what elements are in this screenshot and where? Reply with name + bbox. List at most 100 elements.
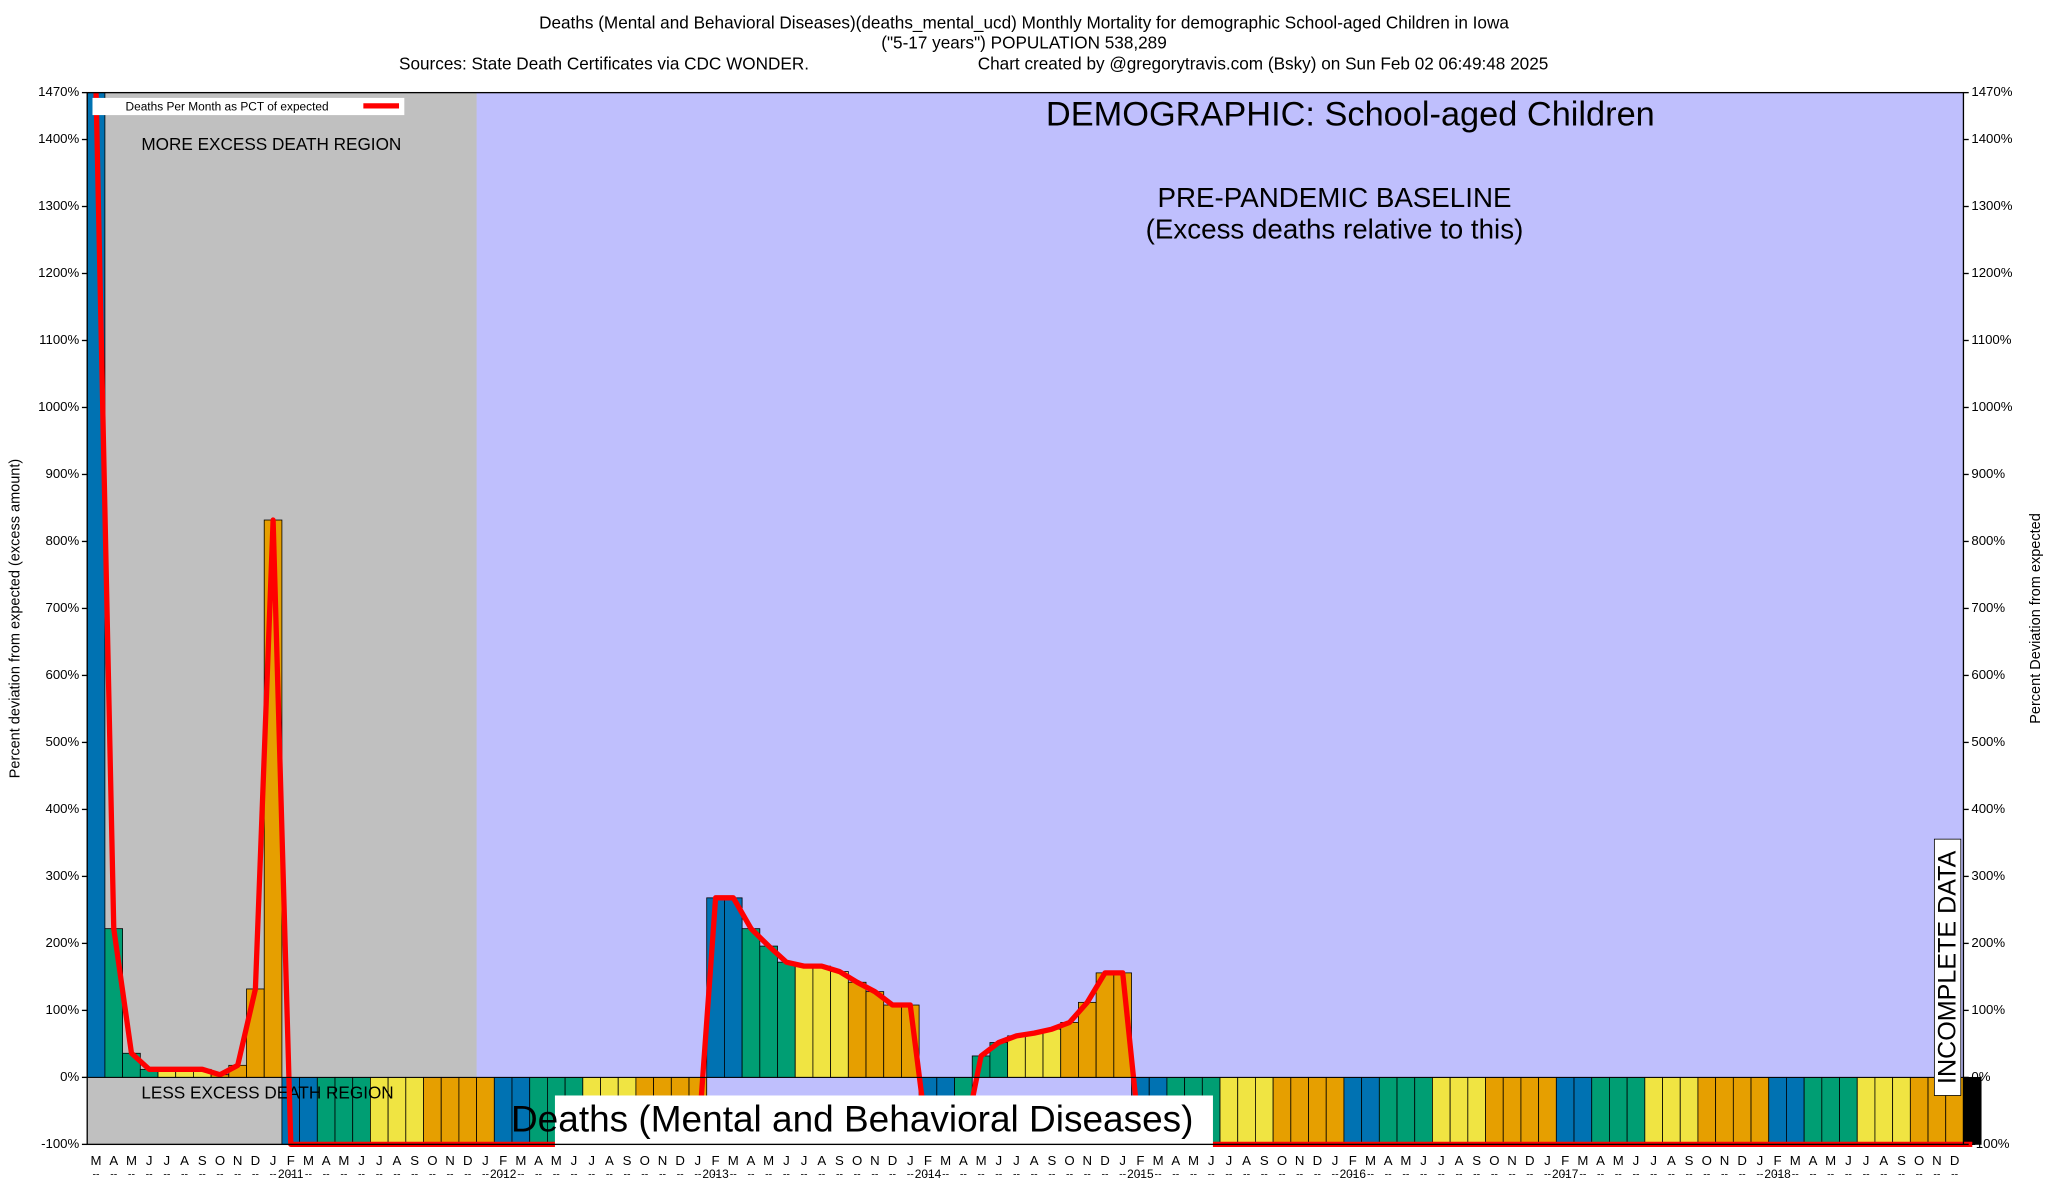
bar — [1308, 1076, 1327, 1145]
bar — [1803, 1076, 1823, 1145]
x-tick-dash: -- — [1296, 1169, 1304, 1181]
bar — [830, 971, 849, 1078]
x-tick-dash: -- — [1756, 1169, 1764, 1181]
y-tick-label: 0% — [60, 1069, 79, 1084]
x-tick-dash: -- — [199, 1169, 207, 1181]
bar — [1839, 1076, 1858, 1145]
y2-axis-label: Percent Deviation from expected — [2028, 513, 2044, 724]
year-label: 2017 — [1552, 1167, 1578, 1181]
bar — [1609, 1076, 1628, 1145]
y2-tick-label: 600% — [1971, 667, 2005, 682]
x-tick-label: J — [801, 1153, 808, 1168]
x-tick-dash: -- — [712, 1169, 720, 1181]
x-tick-label: J — [1633, 1153, 1640, 1168]
bar — [440, 1076, 460, 1145]
x-tick-label: N — [445, 1153, 455, 1168]
x-tick-dash: -- — [287, 1169, 295, 1181]
bar — [104, 928, 124, 1078]
bar — [1892, 1076, 1911, 1145]
x-tick-label: J — [783, 1153, 790, 1168]
x-tick-dash: -- — [411, 1169, 419, 1181]
x-tick-dash: -- — [907, 1169, 915, 1181]
x-tick-label: M — [1790, 1153, 1801, 1168]
x-tick-dash: -- — [1792, 1169, 1800, 1181]
bar — [1060, 1022, 1079, 1078]
year-label: 2012 — [490, 1167, 516, 1181]
x-tick-dash: -- — [1579, 1169, 1587, 1181]
x-tick-dash: -- — [393, 1169, 401, 1181]
y2-tick-label: 300% — [1971, 868, 2005, 883]
x-tick-dash: -- — [553, 1169, 561, 1181]
x-tick-dash: -- — [995, 1169, 1003, 1181]
x-tick-label: O — [1914, 1153, 1924, 1168]
x-tick-dash: -- — [641, 1169, 649, 1181]
bar — [1644, 1076, 1663, 1145]
x-tick-label: M — [1613, 1153, 1624, 1168]
y2-tick-label: 900% — [1971, 466, 2005, 481]
x-tick-dash: -- — [694, 1169, 702, 1181]
x-tick-label: M — [515, 1153, 526, 1168]
x-tick-dash: -- — [1544, 1169, 1552, 1181]
y2-tick-label: -100% — [1971, 1136, 2009, 1151]
x-tick-label: A — [1455, 1153, 1464, 1168]
bar — [1255, 1076, 1274, 1145]
y-tick-label: 700% — [45, 600, 79, 615]
x-tick-label: S — [1685, 1153, 1694, 1168]
x-tick-dash: -- — [1898, 1169, 1906, 1181]
x-tick-dash: -- — [1951, 1169, 1959, 1181]
x-tick-label: D — [1313, 1153, 1323, 1168]
x-tick-dash: -- — [1031, 1169, 1039, 1181]
y-tick-label: 1000% — [38, 399, 79, 414]
x-tick-dash: -- — [1314, 1169, 1322, 1181]
bar — [883, 1004, 902, 1078]
x-tick-label: O — [1277, 1153, 1287, 1168]
x-tick-label: F — [1774, 1153, 1782, 1168]
legend-label: Deaths Per Month as PCT of expected — [126, 99, 329, 113]
x-tick-dash: -- — [1048, 1169, 1056, 1181]
x-tick-dash: -- — [1349, 1169, 1357, 1181]
x-tick-dash: -- — [978, 1169, 986, 1181]
y-tick-label: 300% — [45, 868, 79, 883]
bar — [1396, 1076, 1416, 1145]
x-tick-label: J — [1438, 1153, 1445, 1168]
x-tick-label: J — [1863, 1153, 1870, 1168]
x-tick-dash: -- — [606, 1169, 614, 1181]
x-tick-label: S — [1047, 1153, 1056, 1168]
x-tick-dash: -- — [1278, 1169, 1286, 1181]
x-tick-label: F — [1349, 1153, 1357, 1168]
bar — [1874, 1076, 1894, 1145]
bar — [1750, 1076, 1770, 1145]
x-tick-label: O — [215, 1153, 225, 1168]
x-tick-label: O — [427, 1153, 437, 1168]
x-tick-dash: -- — [836, 1169, 844, 1181]
bar — [1679, 1076, 1699, 1145]
x-tick-dash: -- — [801, 1169, 809, 1181]
y-tick-label: 800% — [45, 533, 79, 548]
bar — [1626, 1076, 1646, 1145]
x-tick-dash: -- — [1473, 1169, 1481, 1181]
bar — [1662, 1076, 1681, 1145]
x-tick-label: J — [1757, 1153, 1764, 1168]
x-tick-dash: -- — [110, 1169, 118, 1181]
y-tick-label: 100% — [45, 1002, 79, 1017]
x-tick-dash: -- — [146, 1169, 154, 1181]
bar — [1219, 1076, 1239, 1145]
bar — [1538, 1076, 1557, 1145]
bar — [777, 961, 796, 1078]
x-tick-dash: -- — [747, 1169, 755, 1181]
x-tick-dash: -- — [1703, 1169, 1711, 1181]
x-tick-label: F — [1561, 1153, 1569, 1168]
y-tick-label: 1400% — [38, 131, 79, 146]
x-tick-dash: -- — [323, 1169, 331, 1181]
y2-tick-label: 800% — [1971, 533, 2005, 548]
x-tick-label: O — [852, 1153, 862, 1168]
x-tick-dash: -- — [1827, 1169, 1835, 1181]
x-tick-label: A — [180, 1153, 189, 1168]
x-tick-label: D — [463, 1153, 473, 1168]
x-tick-dash: -- — [535, 1169, 543, 1181]
x-tick-dash: -- — [1916, 1169, 1924, 1181]
x-tick-label: A — [1667, 1153, 1676, 1168]
region-label: LESS EXCESS DEATH REGION — [141, 1083, 393, 1103]
x-tick-dash: -- — [216, 1169, 224, 1181]
y2-tick-label: 1200% — [1971, 265, 2012, 280]
